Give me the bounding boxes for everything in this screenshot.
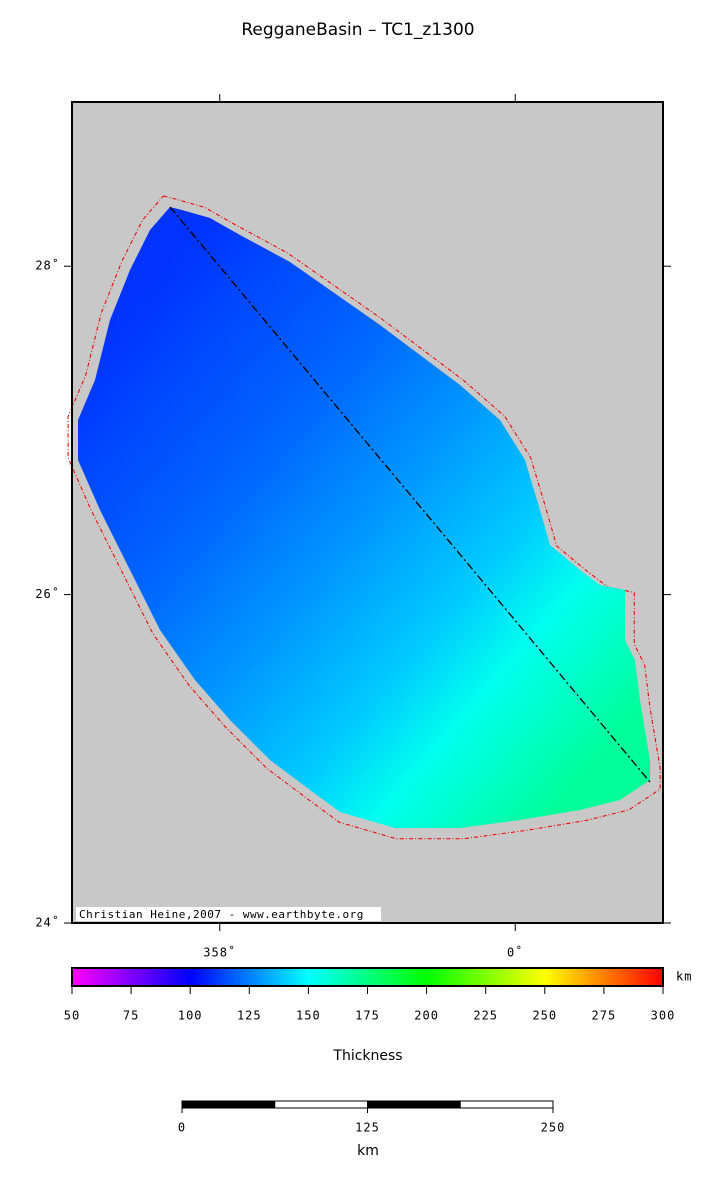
scalebar-tick-label: 250	[541, 1121, 566, 1135]
profile-line	[169, 206, 651, 783]
colorbar-tick-label: 175	[355, 1009, 380, 1023]
colorbar-tick-label: 250	[532, 1009, 557, 1023]
colorbar-tick-label: 300	[651, 1009, 676, 1023]
scalebar-segment	[459, 1100, 554, 1109]
y-tick-label: 28˚	[35, 258, 60, 273]
scalebar-segment	[181, 1100, 276, 1109]
scalebar-segment	[274, 1100, 368, 1109]
thickness-field	[78, 207, 650, 828]
colorbar-unit: km	[676, 970, 692, 984]
colorbar-tick-label: 100	[178, 1009, 203, 1023]
credit: Christian Heine,2007 - www.earthbyte.org	[79, 908, 364, 921]
y-tick-label: 24˚	[35, 915, 60, 930]
colorbar-tick-label: 50	[64, 1009, 80, 1023]
colorbar-tick-label: 275	[592, 1009, 617, 1023]
colorbar-tick-label: 200	[414, 1009, 439, 1023]
scalebar-segment	[367, 1100, 461, 1109]
credit-box	[76, 907, 381, 921]
colorbar-tick-label: 225	[473, 1009, 498, 1023]
y-tick-label: 26˚	[35, 586, 60, 601]
colorbar	[71, 967, 664, 987]
title: RegganeBasin – TC1_z1300	[241, 20, 474, 40]
scalebar-tick-label: 125	[355, 1121, 380, 1135]
x-tick-label: 358˚	[203, 945, 236, 960]
scalebar-unit: km	[357, 1143, 379, 1159]
basin-outline	[67, 195, 661, 840]
map-frame	[71, 101, 664, 924]
x-tick-label: 0˚	[507, 945, 523, 960]
scalebar-tick-label: 0	[178, 1121, 186, 1135]
colorbar-tick-label: 75	[123, 1009, 139, 1023]
colorbar-tick-label: 125	[237, 1009, 262, 1023]
colorbar-tick-label: 150	[296, 1009, 321, 1023]
colorbar-label: Thickness	[332, 1048, 402, 1064]
